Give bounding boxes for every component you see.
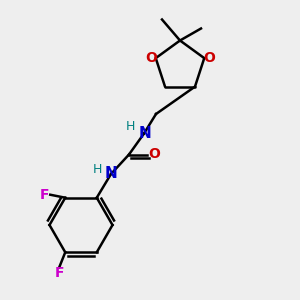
Text: F: F	[40, 188, 50, 202]
Text: N: N	[138, 126, 151, 141]
Text: H: H	[93, 163, 102, 176]
Text: H: H	[126, 120, 135, 134]
Text: O: O	[145, 51, 157, 65]
Text: N: N	[105, 167, 117, 182]
Text: F: F	[55, 266, 64, 280]
Text: O: O	[203, 51, 215, 65]
Text: O: O	[148, 148, 160, 161]
